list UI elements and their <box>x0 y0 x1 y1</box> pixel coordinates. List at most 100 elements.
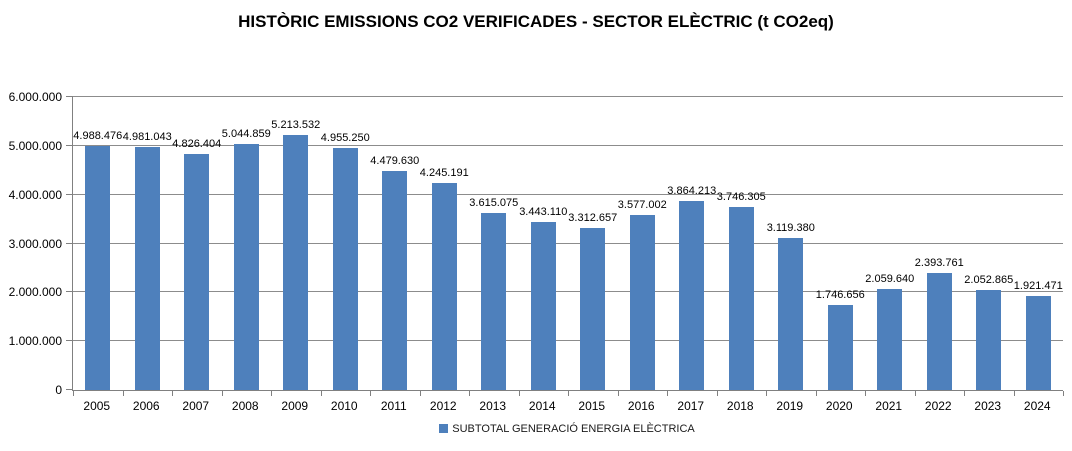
x-axis-tick <box>469 391 470 396</box>
bar-value-label: 3.746.305 <box>716 191 766 204</box>
x-axis-tick <box>568 391 569 396</box>
x-axis-tick-label: 2020 <box>825 399 853 413</box>
y-axis-tick <box>66 389 73 390</box>
x-axis-tick <box>1013 391 1015 396</box>
bar-value-label: 3.443.110 <box>519 205 568 218</box>
bar-2019 <box>778 237 804 390</box>
bar-value-label: 3.615.075 <box>469 197 519 210</box>
y-axis-tick-label: 1.000.000 <box>8 334 62 349</box>
bar-value-label: 2.052.865 <box>964 273 1014 286</box>
x-axis-tick <box>865 391 866 396</box>
y-axis-tick-label: 4.000.000 <box>8 187 62 202</box>
bar-2007 <box>184 154 210 390</box>
bar-2009 <box>283 135 309 390</box>
x-axis-tick <box>122 391 124 396</box>
x-axis-tick <box>964 391 965 396</box>
x-axis-tick <box>716 391 718 396</box>
bar-2017 <box>679 201 705 390</box>
x-axis-tick-label: 2018 <box>726 399 754 413</box>
x-axis-tick-label: 2009 <box>281 399 309 413</box>
bar-value-label: 4.826.404 <box>172 138 222 151</box>
bar-2021 <box>877 289 903 390</box>
bar-value-label: 4.981.043 <box>122 130 172 143</box>
gridline <box>73 193 1063 195</box>
bar-2015 <box>580 228 606 390</box>
plot-area: 4.988.476 4.981.043 4.826.404 5.044.859 5.21… <box>66 96 1064 396</box>
bar-value-label: 2.059.640 <box>865 273 915 286</box>
y-axis-tick <box>66 96 73 97</box>
bar-value-label: 3.312.657 <box>568 212 618 225</box>
bar-value-label: 3.119.380 <box>766 221 815 234</box>
y-axis-tick <box>66 242 73 244</box>
x-axis-tick-label: 2016 <box>627 399 655 413</box>
y-axis-tick-label: 2.000.000 <box>8 285 62 300</box>
legend-label: SUBTOTAL GENERACIÓ ENERGIA ELÈCTRICA <box>452 423 695 435</box>
bar-value-label: 1.746.656 <box>815 288 865 301</box>
bar-2022 <box>926 273 952 390</box>
x-axis-tick <box>518 391 520 396</box>
x-axis-tick-label: 2012 <box>429 399 457 413</box>
y-axis-tick <box>66 144 73 146</box>
y-axis: 0 1.000.000 2.000.000 3.000.000 4.000.000 5.0… <box>0 90 62 397</box>
y-axis-tick <box>66 291 73 293</box>
bar-value-label: 4.479.630 <box>370 155 420 168</box>
y-axis-tick <box>66 340 73 342</box>
bar-value-label: 1.921.471 <box>1013 280 1063 293</box>
x-axis-tick <box>370 391 371 396</box>
x-axis-tick-label: 2006 <box>132 399 160 413</box>
x-axis-tick <box>221 391 223 396</box>
legend-swatch-icon <box>439 424 449 433</box>
x-axis-tick-label: 2007 <box>182 399 210 413</box>
bar-2006 <box>134 146 160 390</box>
bar-2016 <box>629 215 655 390</box>
bar-2018 <box>728 207 754 390</box>
x-axis-tick-label: 2014 <box>528 399 556 413</box>
x-axis-tick-label: 2023 <box>974 399 1002 413</box>
x-axis-tick-label: 2013 <box>479 399 507 413</box>
bar-value-label: 3.864.213 <box>667 185 717 198</box>
x-axis-tick-label: 2019 <box>776 399 804 413</box>
gridline <box>73 291 1063 293</box>
x-axis-tick <box>1063 391 1064 396</box>
x-axis-tick <box>73 391 74 396</box>
bar-value-label: 2.393.761 <box>914 257 964 270</box>
x-axis-tick-label: 2011 <box>380 399 407 413</box>
y-axis-tick-label: 3.000.000 <box>8 236 62 251</box>
x-axis-tick-label: 2024 <box>1023 399 1051 413</box>
bar-2020 <box>827 304 853 390</box>
x-axis-tick <box>766 391 767 396</box>
bar-value-label: 4.955.250 <box>320 132 370 145</box>
x-axis-tick <box>815 391 817 396</box>
x-axis-tick-label: 2008 <box>231 399 259 413</box>
legend: SUBTOTAL GENERACIÓ ENERGIA ELÈCTRICA <box>72 423 1062 435</box>
x-axis-tick-label: 2005 <box>83 399 111 413</box>
gridline <box>73 340 1063 342</box>
x-axis-tick <box>320 391 322 396</box>
x-axis-tick-label: 2015 <box>578 399 606 413</box>
y-axis-tick-label: 0 <box>55 383 62 397</box>
x-axis-tick <box>271 391 272 396</box>
bar-value-label: 4.245.191 <box>419 166 469 179</box>
x-axis: 2005 2006 2007 2008 2009 2010 2011 2012 2013 2014… <box>72 398 1062 414</box>
bar-value-label: 4.988.476 <box>73 130 123 143</box>
gridline <box>73 144 1063 146</box>
gridline <box>73 96 1063 97</box>
bar-2012 <box>431 182 457 390</box>
chart-title: HISTÒRIC EMISSIONS CO2 VERIFICADES - SEC… <box>238 12 834 31</box>
x-axis-tick <box>617 391 619 396</box>
bar-2010 <box>332 148 358 390</box>
gridline <box>73 242 1063 244</box>
bar-2005 <box>85 146 111 390</box>
bar-2014 <box>530 221 556 390</box>
x-axis-tick-label: 2010 <box>330 399 358 413</box>
bar-value-label: 3.577.002 <box>617 199 667 212</box>
bar-value-label: 5.213.532 <box>271 119 321 132</box>
x-axis-tick <box>914 391 916 396</box>
bar-value-label: 5.044.859 <box>221 127 271 140</box>
y-axis-tick-label: 6.000.000 <box>8 90 62 104</box>
y-axis-tick <box>66 193 73 195</box>
x-axis-tick <box>667 391 668 396</box>
bar-2024 <box>1025 296 1051 390</box>
x-axis-tick-label: 2017 <box>677 399 705 413</box>
